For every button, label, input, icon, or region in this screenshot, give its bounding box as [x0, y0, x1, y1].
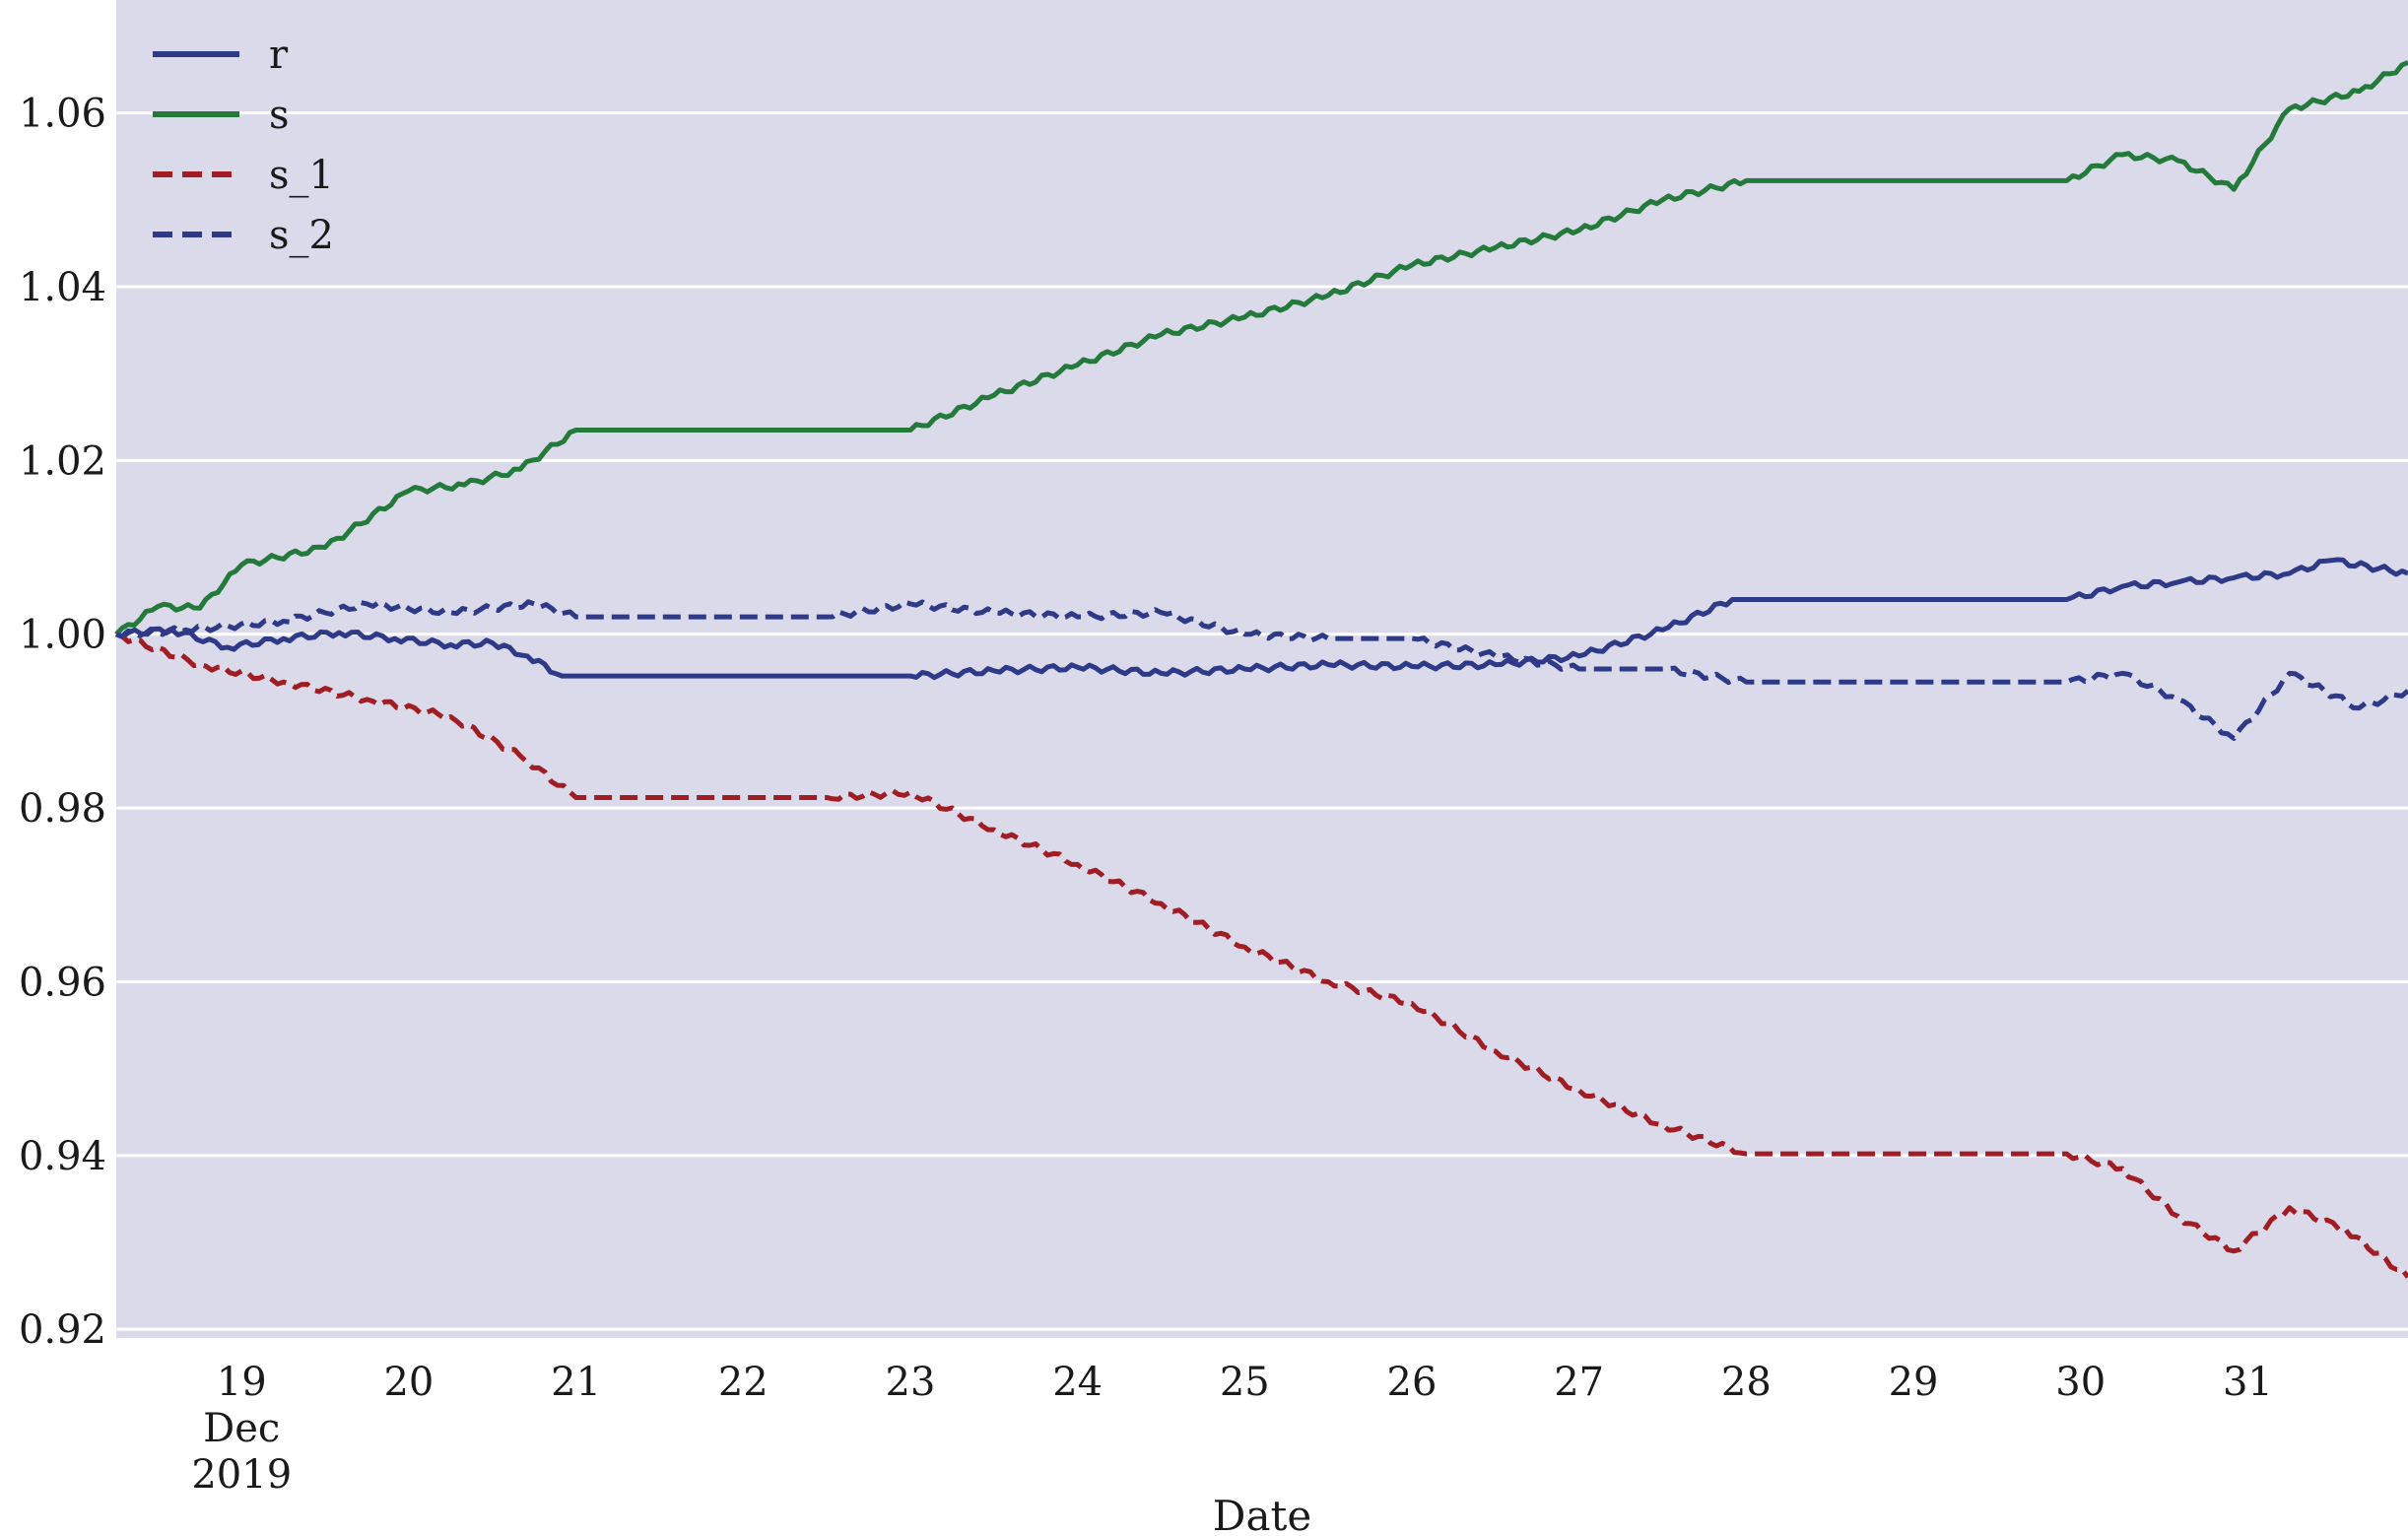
y-tick-label: 0.94: [19, 1134, 106, 1179]
x-axis-title: Date: [1213, 1492, 1311, 1536]
grid-lines: [116, 111, 2408, 1331]
legend: rs s_1 s_2: [153, 33, 334, 258]
legend-label: s_2: [269, 213, 334, 258]
series-lines: [114, 60, 2408, 1279]
x-tick-label: 26: [1387, 1360, 1438, 1405]
x-tick-label: 28: [1721, 1360, 1772, 1405]
y-tick-label: 1.02: [19, 438, 106, 484]
x-tick-labels: 19 20 21 22 23 24 25 26 27 28 29 30 31: [217, 1360, 2273, 1405]
x-tick-label: 22: [718, 1360, 769, 1405]
x-sublabel-month: Dec: [203, 1406, 280, 1451]
x-tick-label: 27: [1554, 1360, 1604, 1405]
y-tick-label: 0.98: [19, 786, 106, 832]
y-tick-label: 0.96: [19, 960, 106, 1005]
series-line-s-1: [115, 632, 2408, 1279]
series-line-s-2: [115, 599, 2408, 741]
x-tick-label: 23: [886, 1360, 936, 1405]
series-line-r: [115, 557, 2408, 681]
x-tick-label: 24: [1052, 1360, 1103, 1405]
x-tick-label: 29: [1889, 1360, 1939, 1405]
legend-label: s_1: [269, 153, 334, 198]
y-tick-labels: 0.92 0.94 0.96 0.98 1.00 1.02 1.04 1.06: [19, 92, 106, 1354]
y-tick-label: 1.00: [19, 613, 106, 658]
x-sublabel-year: 2019: [191, 1452, 292, 1498]
legend-label: r: [269, 33, 289, 78]
y-tick-label: 0.92: [19, 1307, 106, 1353]
x-tick-label: 19: [217, 1360, 267, 1405]
legend-label: s: [269, 93, 290, 138]
x-tick-label: 30: [2055, 1360, 2106, 1405]
x-tick-label: 21: [551, 1360, 601, 1405]
series-line-s: [114, 60, 2408, 636]
x-tick-label: 25: [1220, 1360, 1270, 1405]
x-tick-label: 20: [383, 1360, 434, 1405]
y-tick-label: 1.06: [19, 92, 106, 137]
x-tick-label: 31: [2223, 1360, 2273, 1405]
y-tick-label: 1.04: [19, 265, 106, 310]
